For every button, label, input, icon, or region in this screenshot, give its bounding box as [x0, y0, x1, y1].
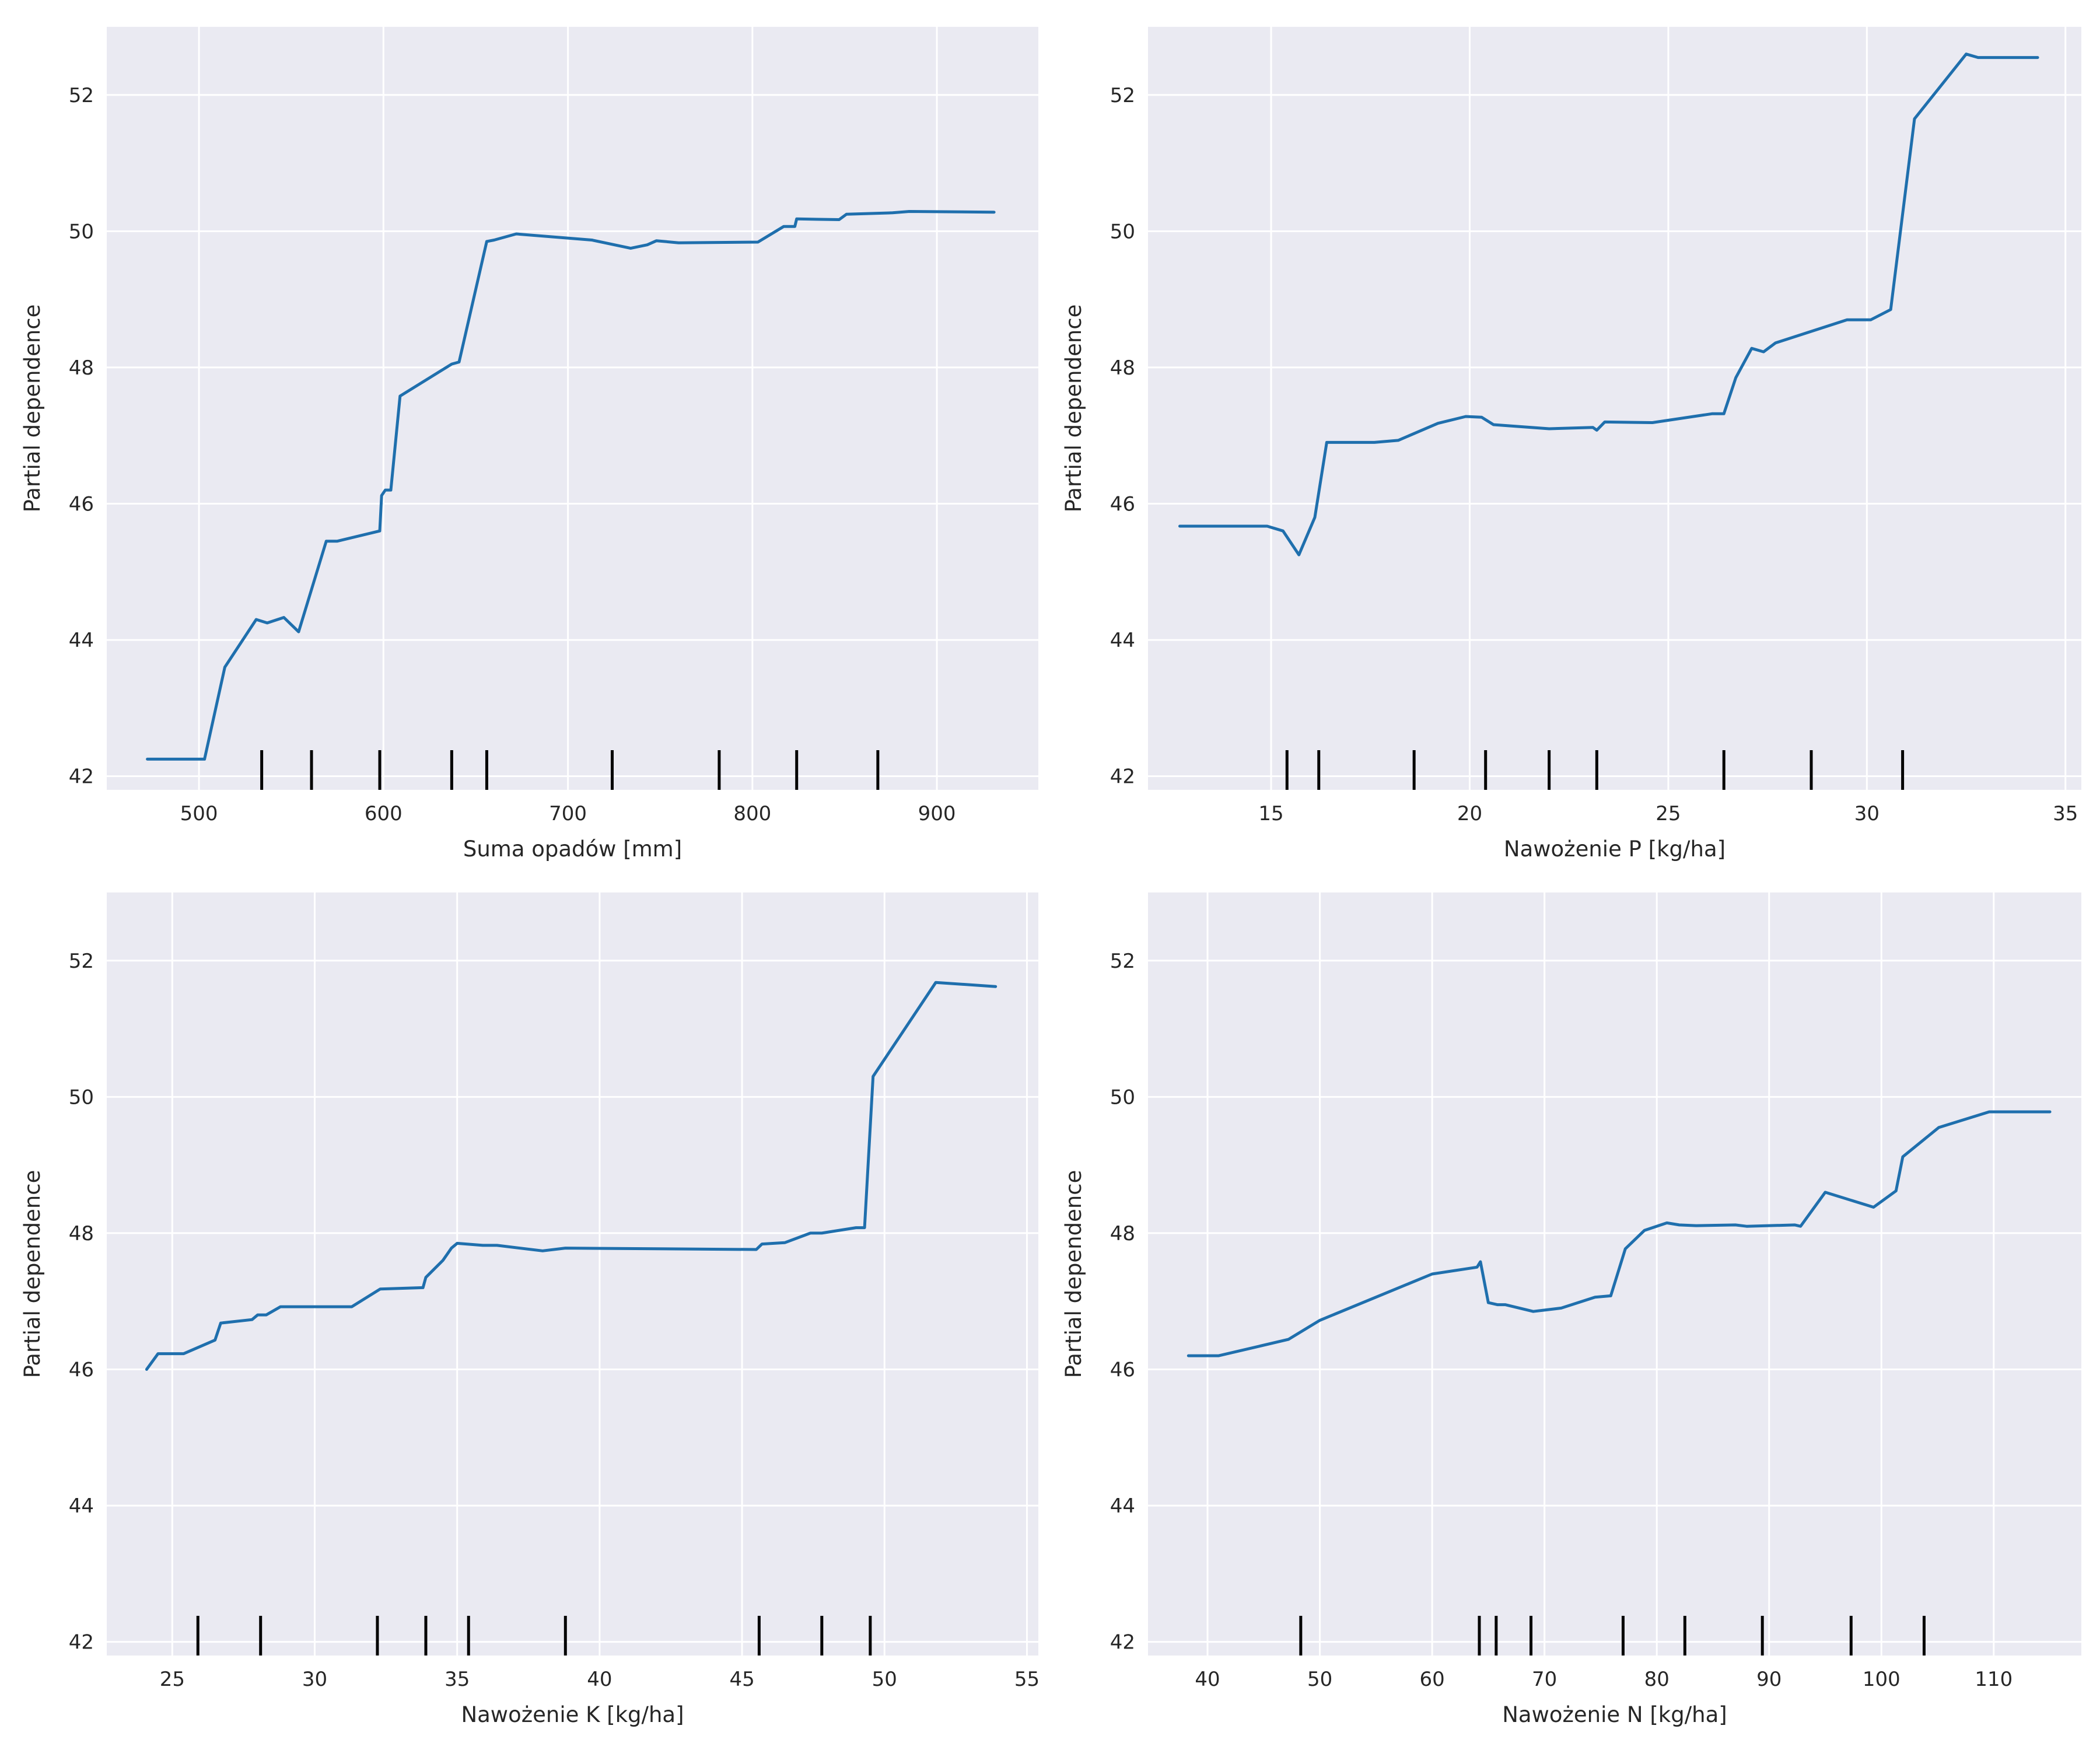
y-tick-label: 44	[1110, 1494, 1135, 1518]
y-tick-label: 50	[1110, 1086, 1135, 1109]
y-tick-label: 48	[1110, 1222, 1135, 1245]
x-tick-label: 600	[365, 802, 402, 825]
panel-nawozenie-p: 15 20 25 30 35 42 44 46 48 50 52 Nawożenie P [kg/ha…	[1061, 27, 2081, 862]
plot-area	[1148, 892, 2081, 1656]
y-tick-label: 50	[1110, 220, 1135, 243]
x-tick-label: 55	[1014, 1668, 1040, 1691]
y-tick-label: 52	[69, 84, 94, 107]
x-axis-label: Nawożenie P [kg/ha]	[1504, 836, 1726, 862]
y-tick-label: 52	[1110, 950, 1135, 973]
y-tick-label: 42	[69, 765, 94, 789]
y-tick-label: 50	[69, 220, 94, 243]
series-line	[1186, 1110, 2052, 1357]
x-tick-label: 100	[1863, 1668, 1901, 1691]
x-tick-label: 900	[918, 802, 956, 825]
x-tick-label: 35	[2053, 802, 2078, 825]
y-tick-label: 42	[1110, 765, 1135, 789]
series-line	[145, 981, 998, 1371]
series-line	[146, 210, 996, 761]
y-tick-label: 44	[69, 629, 94, 652]
y-tick-label: 46	[1110, 1359, 1135, 1382]
x-tick-label: 700	[549, 802, 587, 825]
x-tick-label: 30	[302, 1668, 327, 1691]
plot-area	[107, 27, 1038, 790]
x-tick-label: 15	[1258, 802, 1283, 825]
y-tick-label: 42	[1110, 1631, 1135, 1654]
y-tick-label: 50	[69, 1086, 94, 1109]
x-tick-label: 50	[1307, 1668, 1332, 1691]
x-tick-label: 70	[1532, 1668, 1557, 1691]
y-tick-label: 48	[69, 356, 94, 380]
panel-nawozenie-k: 25 30 35 40 45 50 55 42 44 46 48 50 52 Nawożenie K [k…	[20, 892, 1040, 1727]
y-tick-label: 44	[69, 1494, 94, 1518]
x-tick-label: 45	[729, 1668, 754, 1691]
y-tick-label: 48	[1110, 356, 1135, 380]
x-tick-label: 25	[160, 1668, 185, 1691]
x-tick-label: 110	[1975, 1668, 2013, 1691]
x-tick-label: 40	[1195, 1668, 1220, 1691]
x-tick-label: 800	[733, 802, 771, 825]
x-tick-label: 60	[1419, 1668, 1444, 1691]
y-axis-label: Partial dependence	[20, 1170, 45, 1378]
x-tick-label: 90	[1756, 1668, 1782, 1691]
x-tick-label: 30	[1854, 802, 1880, 825]
panel-suma-opadow: 500 600 700 800 900 42 44 46 48 50 52 Suma opadów […	[20, 27, 1038, 862]
x-tick-label: 35	[444, 1668, 470, 1691]
y-tick-label: 44	[1110, 629, 1135, 652]
series-line	[1178, 52, 2039, 556]
panel-nawozenie-n: 40 50 60 70 80 90 100 110 42 44 46 48 50 52 Nawożenie …	[1061, 892, 2081, 1727]
y-tick-label: 46	[69, 1359, 94, 1382]
x-tick-label: 25	[1656, 802, 1681, 825]
x-tick-label: 80	[1644, 1668, 1670, 1691]
y-tick-label: 52	[69, 950, 94, 973]
x-tick-label: 50	[872, 1668, 897, 1691]
y-tick-label: 52	[1110, 84, 1135, 107]
y-tick-label: 48	[69, 1222, 94, 1245]
x-tick-label: 20	[1457, 802, 1482, 825]
y-axis-label: Partial dependence	[1061, 1170, 1086, 1378]
plot-area	[1148, 27, 2081, 790]
x-axis-label: Nawożenie K [kg/ha]	[461, 1702, 684, 1727]
x-tick-label: 500	[180, 802, 218, 825]
y-axis-label: Partial dependence	[20, 304, 45, 513]
x-tick-label: 40	[587, 1668, 612, 1691]
x-axis-label: Nawożenie N [kg/ha]	[1502, 1702, 1727, 1727]
y-tick-label: 42	[69, 1631, 94, 1654]
y-axis-label: Partial dependence	[1061, 304, 1086, 513]
y-tick-label: 46	[69, 493, 94, 516]
x-axis-label: Suma opadów [mm]	[463, 836, 682, 862]
y-tick-label: 46	[1110, 493, 1135, 516]
plot-area	[107, 892, 1038, 1656]
